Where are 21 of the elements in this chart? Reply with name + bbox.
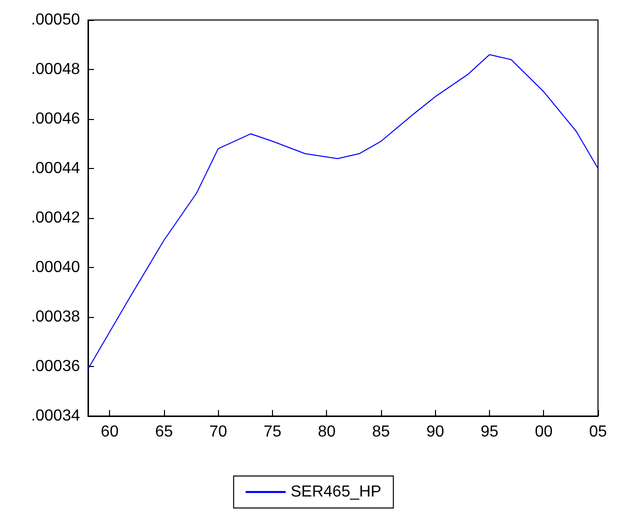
y-tick-label: .00046 <box>31 110 80 128</box>
x-tick-label: 70 <box>209 424 228 440</box>
line-series <box>88 54 598 370</box>
y-tick-label: .00036 <box>31 358 80 375</box>
y-tick-label: .00040 <box>31 259 80 276</box>
x-tick-label: 85 <box>372 424 390 440</box>
y-tick-label: .00044 <box>31 160 80 177</box>
x-tick-label: 75 <box>264 424 282 440</box>
y-tick-label: .00042 <box>31 210 80 226</box>
y-tick-label: .00048 <box>31 61 80 78</box>
y-tick-label: .00034 <box>31 408 80 424</box>
y-tick-label: .00038 <box>31 308 80 326</box>
x-tick-label: 65 <box>155 424 173 440</box>
x-tick-label: 05 <box>589 424 607 440</box>
x-tick-label: 90 <box>426 424 444 440</box>
x-tick-label: 00 <box>534 424 553 440</box>
y-tick-label: .00050 <box>31 12 80 28</box>
x-tick-label: 60 <box>100 424 119 440</box>
x-tick-label: 95 <box>480 424 498 440</box>
legend-label: SER465_HP <box>290 484 382 500</box>
x-tick-label: 80 <box>318 424 336 440</box>
